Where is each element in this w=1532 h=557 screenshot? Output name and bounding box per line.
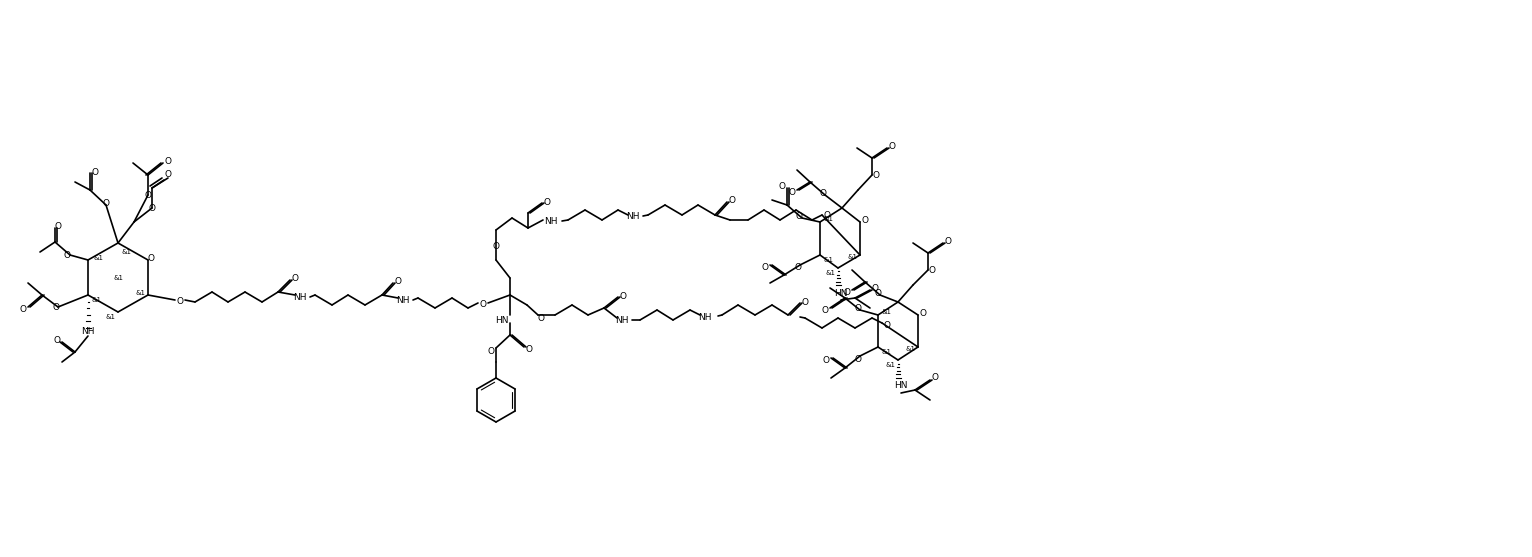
Text: &1: &1 [90, 297, 101, 303]
Text: O: O [945, 237, 951, 246]
Text: O: O [525, 344, 533, 354]
Text: &1: &1 [905, 346, 915, 352]
Text: O: O [144, 190, 152, 199]
Text: O: O [928, 266, 936, 275]
Text: O: O [395, 276, 401, 286]
Text: &1: &1 [121, 249, 132, 255]
Text: NH: NH [616, 315, 628, 325]
Text: NH: NH [544, 217, 558, 226]
Text: O: O [795, 212, 803, 221]
Text: NH: NH [397, 296, 409, 305]
Text: O: O [54, 335, 60, 344]
Text: NH: NH [699, 312, 712, 321]
Text: &1: &1 [135, 290, 146, 296]
Text: &1: &1 [881, 309, 892, 315]
Text: O: O [544, 198, 550, 207]
Text: &1: &1 [847, 254, 856, 260]
Text: HN: HN [895, 382, 908, 390]
Text: &1: &1 [823, 216, 833, 222]
Text: O: O [291, 273, 299, 282]
Text: O: O [164, 157, 172, 165]
Text: O: O [149, 203, 156, 213]
Text: HN: HN [835, 289, 847, 297]
Text: O: O [820, 188, 826, 198]
Text: &1: &1 [826, 270, 835, 276]
Text: O: O [55, 222, 61, 231]
Text: NH: NH [293, 292, 306, 301]
Text: O: O [20, 305, 26, 314]
Text: O: O [63, 251, 70, 260]
Text: O: O [875, 289, 881, 297]
Text: O: O [729, 196, 735, 204]
Text: O: O [761, 262, 769, 271]
Text: NH: NH [81, 326, 95, 335]
Text: O: O [176, 296, 184, 305]
Text: &1: &1 [885, 362, 895, 368]
Text: O: O [538, 314, 544, 323]
Text: O: O [824, 211, 830, 219]
Text: O: O [487, 346, 495, 355]
Text: O: O [492, 242, 499, 251]
Text: O: O [919, 309, 927, 317]
Text: O: O [884, 320, 890, 330]
Text: O: O [92, 168, 98, 177]
Text: NH: NH [627, 212, 640, 221]
Text: &1: &1 [881, 349, 892, 355]
Text: O: O [823, 355, 829, 364]
Text: O: O [52, 302, 60, 311]
Text: O: O [789, 188, 795, 197]
Text: &1: &1 [113, 275, 123, 281]
Text: O: O [861, 216, 869, 224]
Text: O: O [889, 141, 896, 150]
Text: &1: &1 [93, 255, 103, 261]
Text: O: O [873, 170, 879, 179]
Text: O: O [855, 304, 861, 312]
Text: O: O [931, 374, 939, 383]
Text: O: O [164, 169, 172, 178]
Text: O: O [778, 182, 786, 190]
Text: O: O [801, 297, 809, 306]
Text: &1: &1 [823, 257, 833, 263]
Text: O: O [619, 291, 627, 300]
Text: O: O [103, 198, 109, 208]
Text: O: O [844, 287, 850, 296]
Text: O: O [147, 253, 155, 262]
Text: HN: HN [495, 315, 509, 325]
Text: O: O [855, 354, 861, 364]
Text: O: O [872, 284, 878, 292]
Text: O: O [821, 305, 829, 315]
Text: O: O [795, 262, 801, 271]
Text: O: O [480, 300, 487, 309]
Text: &1: &1 [106, 314, 115, 320]
